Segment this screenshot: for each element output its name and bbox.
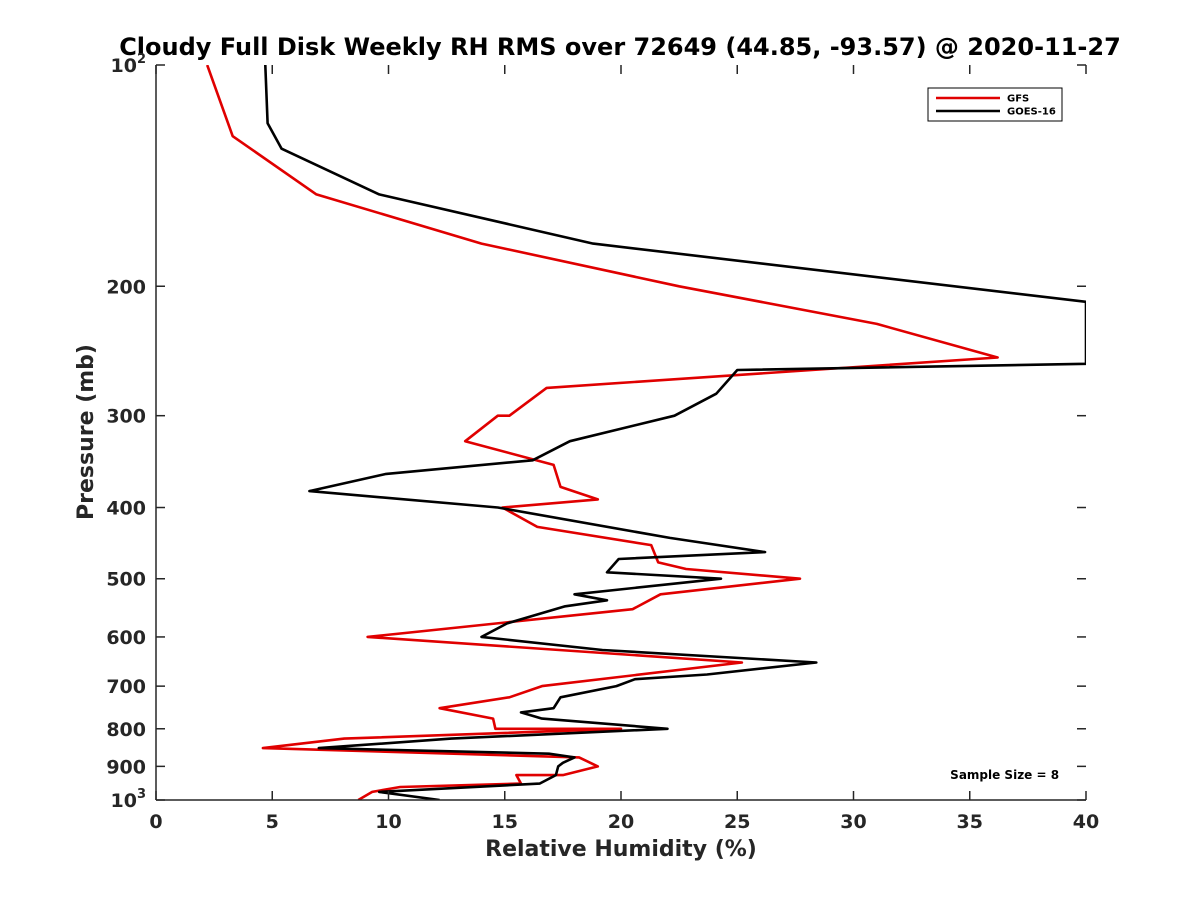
y-tick-label: 200: [106, 276, 146, 298]
chart-title: Cloudy Full Disk Weekly RH RMS over 7264…: [119, 33, 1121, 61]
y-tick-label: 103: [111, 787, 147, 812]
legend-label-goes-16: GOES-16: [1007, 107, 1056, 118]
x-tick-label: 10: [375, 811, 401, 833]
x-tick-label: 0: [149, 811, 162, 833]
legend-label-gfs: GFS: [1007, 94, 1029, 105]
sample-size-annotation: Sample Size = 8: [950, 768, 1059, 782]
x-tick-label: 35: [957, 811, 983, 833]
series-layer: [205, 65, 1086, 800]
x-tick-label: 40: [1073, 811, 1099, 833]
axes: [155, 65, 1086, 801]
y-ticks: 102 200 300 400 500 600 700 800 900 103: [106, 52, 1086, 812]
y-tick-label: 500: [106, 569, 146, 591]
y-tick-label: 400: [106, 498, 146, 520]
x-tick-label: 5: [266, 811, 279, 833]
x-tick-label: 30: [840, 811, 866, 833]
y-axis-label: Pressure (mb): [74, 344, 99, 520]
y-tick-label: 900: [106, 756, 146, 778]
annotations: Sample Size = 8: [950, 768, 1059, 782]
y-tick-label: 600: [106, 627, 146, 649]
legend-box: [927, 87, 1063, 122]
y-tick-label: 102: [111, 52, 147, 77]
series-line-gfs: [205, 65, 999, 800]
legend: GFS GOES-16: [927, 87, 1063, 122]
x-axis-label: Relative Humidity (%): [485, 837, 757, 862]
y-tick-label: 700: [106, 676, 146, 698]
y-tick-label: 800: [106, 719, 146, 741]
x-tick-label: 15: [492, 811, 518, 833]
y-tick-label: 300: [106, 406, 146, 428]
series-line-goes-16: [264, 65, 1086, 800]
x-tick-label: 20: [608, 811, 634, 833]
x-tick-label: 25: [724, 811, 750, 833]
x-ticks: 0 5 10 15 20 25 30 35 40: [149, 65, 1099, 833]
